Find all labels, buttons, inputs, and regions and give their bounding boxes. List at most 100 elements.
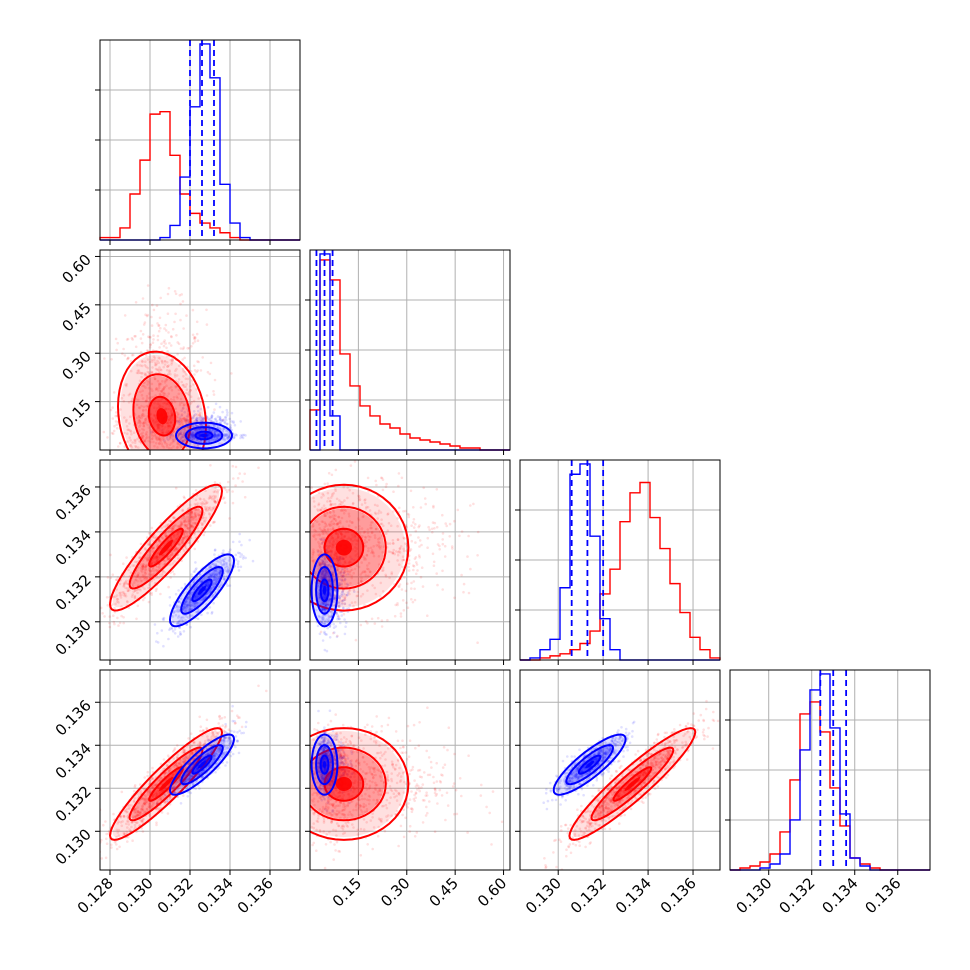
scatter-point [130, 399, 133, 403]
scatter-point [155, 555, 158, 559]
scatter-point [189, 513, 192, 516]
scatter-point [333, 502, 337, 506]
scatter-point [213, 548, 217, 551]
scatter-point [222, 562, 226, 566]
scatter-point [360, 576, 363, 580]
scatter-point [191, 342, 195, 345]
scatter-point [431, 521, 435, 524]
scatter-point [159, 382, 163, 386]
scatter-point [370, 549, 374, 552]
scatter-point [180, 380, 183, 384]
scatter-point [443, 555, 447, 558]
scatter-point [328, 625, 332, 628]
scatter-point [151, 418, 154, 421]
scatter-point [341, 557, 345, 560]
scatter-point [343, 561, 347, 564]
scatter-point [342, 485, 346, 489]
scatter-point [189, 515, 193, 519]
scatter-point [323, 604, 327, 607]
scatter-point [142, 408, 145, 412]
scatter-point [237, 560, 240, 563]
scatter-point [154, 441, 158, 445]
scatter-point [180, 413, 184, 416]
scatter-point [218, 419, 221, 422]
scatter-point [322, 571, 325, 575]
scatter-point [158, 539, 161, 543]
scatter-point [185, 418, 189, 422]
scatter-point [181, 539, 185, 542]
scatter-point [141, 397, 145, 400]
scatter-point [111, 432, 115, 436]
scatter-point [399, 615, 403, 618]
scatter-point [214, 434, 218, 438]
scatter-point [321, 492, 325, 496]
scatter-point [228, 517, 231, 520]
scatter-point [204, 583, 208, 587]
scatter-point [363, 603, 366, 607]
scatter-point [384, 575, 388, 578]
scatter-point [330, 570, 334, 574]
scatter-point [177, 609, 180, 612]
scatter-point [323, 622, 326, 626]
scatter-point [332, 600, 336, 603]
scatter-point [321, 562, 324, 565]
scatter-point [115, 348, 118, 352]
scatter-point [321, 536, 324, 540]
scatter-point [126, 440, 129, 443]
scatter-point [364, 558, 368, 561]
scatter-point [183, 602, 187, 605]
scatter-point [223, 437, 227, 441]
scatter-point [162, 402, 165, 405]
scatter-point [159, 592, 162, 596]
scatter-point [204, 502, 207, 506]
scatter-point [222, 418, 226, 422]
scatter-point [189, 395, 193, 399]
scatter-point [340, 578, 344, 582]
scatter-point [316, 624, 320, 628]
scatter-point [326, 529, 330, 532]
scatter-point [370, 551, 373, 555]
scatter-point [145, 365, 148, 369]
scatter-point [184, 618, 187, 622]
scatter-point [155, 438, 159, 442]
scatter-point [176, 425, 180, 429]
scatter-point [117, 828, 121, 832]
scatter-point [218, 442, 221, 445]
scatter-point [426, 536, 430, 540]
scatter-point [313, 505, 317, 508]
scatter-point [356, 539, 359, 542]
scatter-point [233, 423, 237, 427]
scatter-point [185, 524, 189, 527]
scatter-point [329, 516, 332, 519]
scatter-point [160, 536, 164, 539]
scatter-point [314, 529, 318, 533]
scatter-point [129, 439, 132, 442]
scatter-point [214, 486, 217, 489]
scatter-point [371, 550, 374, 554]
scatter-point [145, 564, 148, 568]
scatter-point [444, 522, 448, 525]
scatter-point [326, 602, 329, 605]
scatter-point [142, 435, 145, 438]
scatter-point [145, 563, 148, 567]
scatter-point [469, 504, 472, 507]
scatter-point [192, 434, 195, 438]
scatter-point [329, 615, 333, 618]
scatter-point [218, 426, 222, 430]
scatter-point [240, 543, 243, 547]
scatter-point [161, 424, 164, 428]
scatter-point [176, 380, 180, 384]
scatter-point [158, 346, 161, 349]
scatter-point [319, 599, 323, 602]
scatter-point [186, 596, 190, 600]
scatter-point [154, 399, 157, 403]
scatter-point [161, 572, 164, 575]
scatter-point [136, 573, 139, 577]
scatter-point [138, 555, 142, 559]
scatter-point [167, 286, 171, 290]
scatter-point [335, 540, 339, 543]
scatter-point [191, 434, 194, 437]
scatter-point [119, 591, 122, 595]
scatter-point [155, 569, 158, 572]
scatter-point [162, 431, 165, 435]
